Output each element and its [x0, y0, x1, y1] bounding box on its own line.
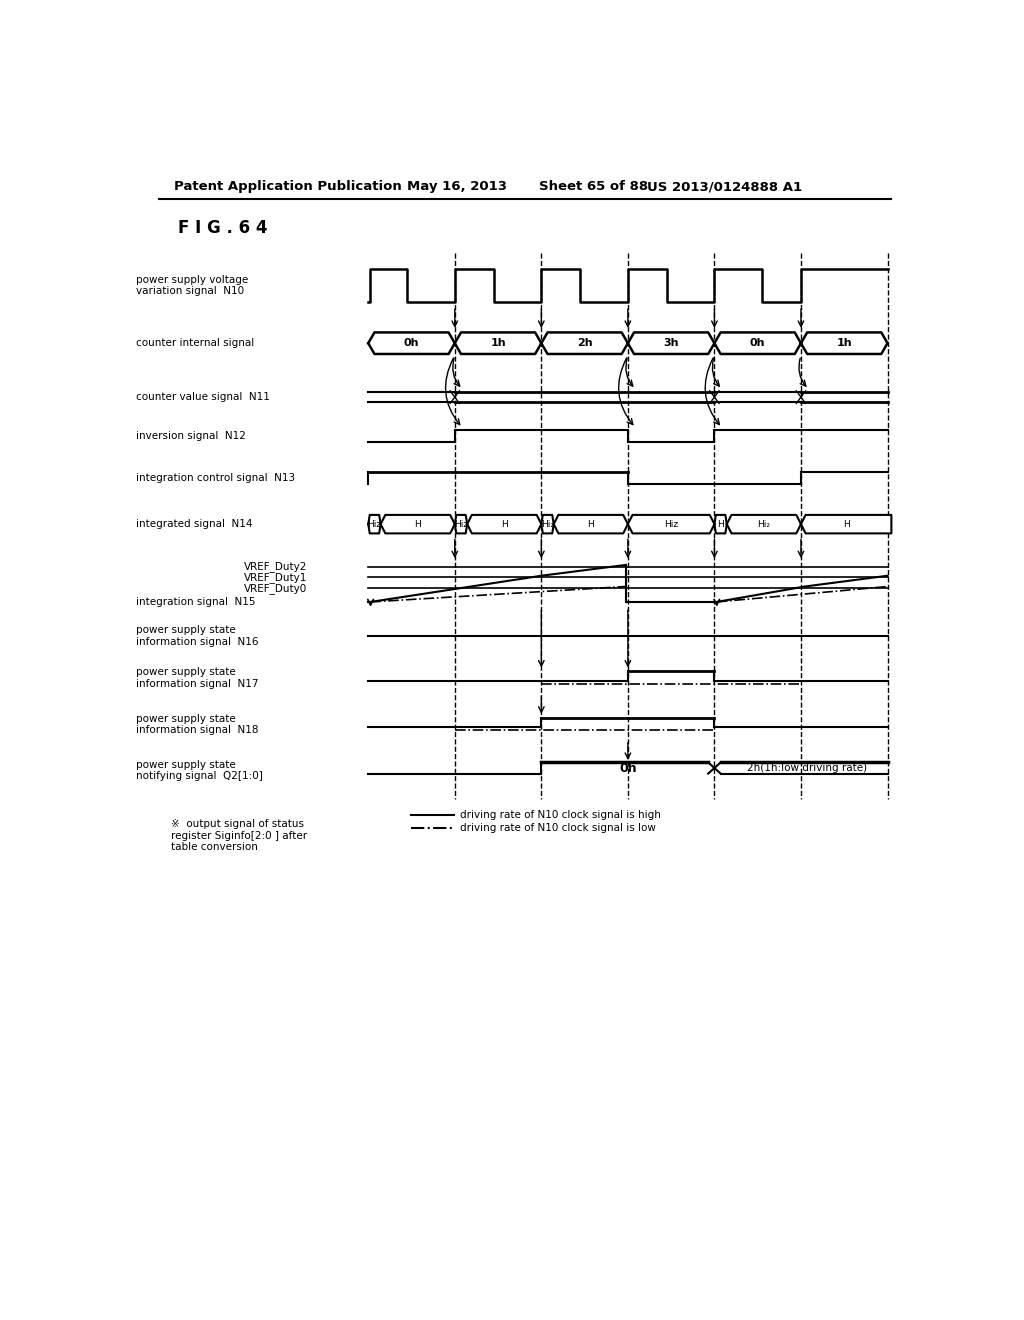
Polygon shape	[542, 333, 628, 354]
Polygon shape	[715, 333, 801, 354]
Text: 1h: 1h	[490, 338, 506, 348]
Text: power supply state
notifying signal  Q2[1:0]: power supply state notifying signal Q2[1…	[136, 760, 262, 781]
Text: Hiz: Hiz	[368, 520, 382, 528]
Text: H: H	[501, 520, 508, 528]
Text: 0h: 0h	[620, 762, 637, 775]
Polygon shape	[801, 515, 891, 533]
Polygon shape	[554, 515, 628, 533]
Text: Hi₂: Hi₂	[541, 520, 554, 528]
Polygon shape	[628, 515, 715, 533]
Text: H: H	[717, 520, 724, 528]
Polygon shape	[628, 333, 715, 354]
Text: 2h: 2h	[577, 338, 593, 348]
Text: integrated signal  N14: integrated signal N14	[136, 519, 252, 529]
Text: driving rate of N10 clock signal is low: driving rate of N10 clock signal is low	[460, 824, 655, 833]
Text: Hiz: Hiz	[665, 520, 678, 528]
Text: H: H	[843, 520, 850, 528]
Text: Hi₂: Hi₂	[758, 520, 770, 528]
Text: inversion signal  N12: inversion signal N12	[136, 430, 246, 441]
Text: 2h(1h:low driving rate): 2h(1h:low driving rate)	[748, 763, 867, 774]
Polygon shape	[801, 333, 888, 354]
Text: H: H	[415, 520, 421, 528]
Text: VREF_Duty2: VREF_Duty2	[245, 561, 307, 572]
Text: counter internal signal: counter internal signal	[136, 338, 254, 348]
Text: VREF_Duty0: VREF_Duty0	[245, 582, 307, 594]
Text: May 16, 2013: May 16, 2013	[407, 181, 507, 194]
Polygon shape	[727, 515, 801, 533]
Text: VREF_Duty1: VREF_Duty1	[245, 572, 307, 582]
Polygon shape	[381, 515, 455, 533]
Text: power supply state
information signal  N17: power supply state information signal N1…	[136, 668, 258, 689]
Text: 0h: 0h	[750, 338, 765, 348]
Text: counter value signal  N11: counter value signal N11	[136, 392, 269, 403]
Polygon shape	[455, 515, 467, 533]
Text: driving rate of N10 clock signal is high: driving rate of N10 clock signal is high	[460, 810, 660, 820]
Text: power supply state
information signal  N18: power supply state information signal N1…	[136, 714, 258, 735]
Polygon shape	[542, 515, 554, 533]
Text: 0h: 0h	[403, 338, 419, 348]
Polygon shape	[455, 333, 542, 354]
Text: integration control signal  N13: integration control signal N13	[136, 473, 295, 483]
Text: 1h: 1h	[837, 338, 852, 348]
Text: F I G . 6 4: F I G . 6 4	[178, 219, 268, 236]
Text: power supply voltage
variation signal  N10: power supply voltage variation signal N1…	[136, 275, 248, 296]
Text: Sheet 65 of 88: Sheet 65 of 88	[539, 181, 648, 194]
Text: 3h: 3h	[664, 338, 679, 348]
Polygon shape	[715, 515, 727, 533]
Text: H: H	[588, 520, 594, 528]
Polygon shape	[467, 515, 542, 533]
Text: Hiz: Hiz	[454, 520, 468, 528]
Text: ※  output signal of status
register Siginfo[2:0 ] after
table conversion: ※ output signal of status register Sigin…	[171, 818, 307, 853]
Text: US 2013/0124888 A1: US 2013/0124888 A1	[647, 181, 803, 194]
Text: power supply state
information signal  N16: power supply state information signal N1…	[136, 624, 258, 647]
Text: integration signal  N15: integration signal N15	[136, 597, 255, 607]
Polygon shape	[369, 333, 455, 354]
Text: Patent Application Publication: Patent Application Publication	[174, 181, 402, 194]
Polygon shape	[369, 515, 381, 533]
